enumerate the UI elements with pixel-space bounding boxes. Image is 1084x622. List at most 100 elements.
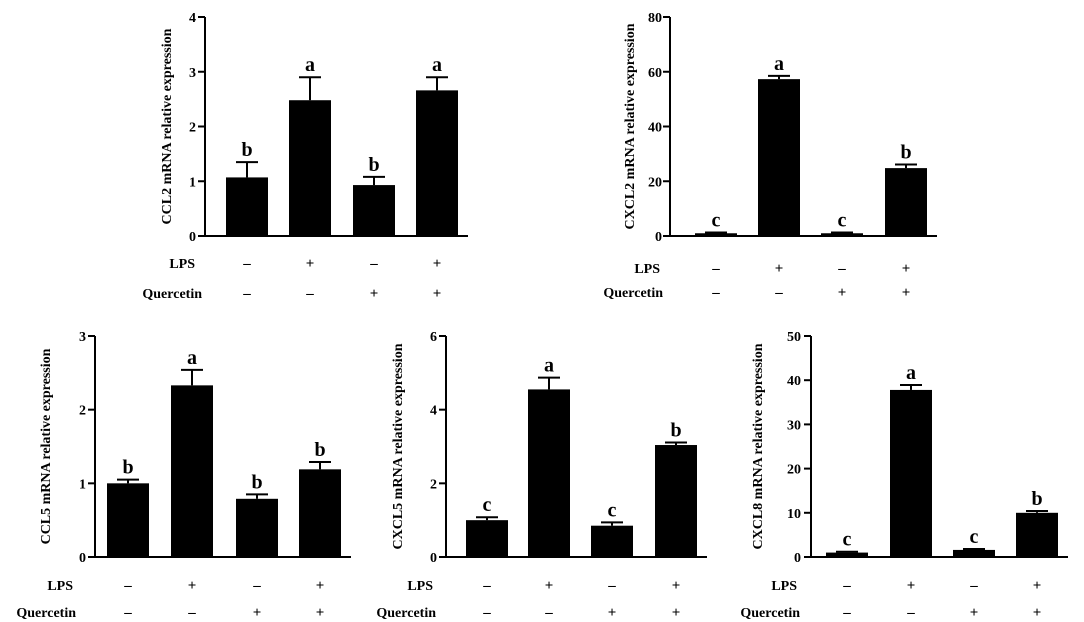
chart-cxcl8: c a c b 0 10 20 30 40 50 CXCL8 mRNA relative expre… [740,330,1068,621]
lps-row-label: LPS [47,579,73,594]
significance-letter: b [241,139,252,161]
quercetin-row-label: Quercetin [603,286,663,301]
chart-ccl2: b a b a 0 1 2 3 4 CCL2 mRNA relative expression LP… [142,11,468,302]
y-tick-label: 0 [79,551,86,566]
quercetin-sign: – [711,285,720,301]
quercetin-row-label: Quercetin [142,287,202,302]
bar-lps [289,100,331,236]
quercetin-sign: + [433,286,442,302]
lps-sign: + [907,578,916,594]
significance-letter: a [774,53,784,75]
quercetin-sign: + [316,605,325,621]
quercetin-sign: – [906,605,915,621]
y-tick-label: 2 [430,477,437,492]
quercetin-sign: + [970,605,979,621]
bar-ctrl [226,177,268,236]
y-axis-label: CXCL5 mRNA relative expression [391,343,406,549]
quercetin-sign: – [842,605,851,621]
lps-sign: + [545,578,554,594]
y-tick-label: 1 [79,477,86,492]
significance-letter: c [712,209,721,231]
lps-sign: – [837,261,846,277]
significance-letter: c [838,209,847,231]
quercetin-sign: – [187,605,196,621]
significance-letter: a [305,54,315,76]
chart-ccl5: b a b b 0 1 2 3 CCL5 mRNA relative expression LPS… [16,330,351,621]
bar-lps-quercetin [885,168,927,236]
bar-lps-quercetin [1016,512,1058,557]
bar-lps-quercetin [416,90,458,237]
quercetin-sign: – [544,605,553,621]
y-tick-label: 40 [787,374,801,389]
chart-cxcl5: c a c b 0 2 4 6 CXCL5 mRNA relative expression LP… [376,330,707,621]
significance-letter: b [368,154,379,176]
y-tick-label: 80 [648,11,662,26]
y-tick-label: 2 [189,121,196,136]
y-tick-label: 10 [787,507,801,522]
bar-quercetin [591,525,633,557]
y-tick-label: 0 [189,230,196,245]
bar-lps [890,389,932,557]
significance-letter: c [970,526,979,548]
lps-sign: + [433,256,442,272]
lps-sign: – [607,578,616,594]
lps-row-label: LPS [169,257,195,272]
y-axis-label: CCL2 mRNA relative expression [160,28,175,224]
quercetin-sign: – [242,286,251,302]
y-axis-label: CCL5 mRNA relative expression [39,348,54,544]
significance-letter: b [900,142,911,164]
quercetin-sign: – [482,605,491,621]
bar-ctrl [826,552,868,557]
y-tick-label: 30 [787,418,801,433]
quercetin-sign: – [774,285,783,301]
significance-letter: c [843,529,852,551]
quercetin-row-label: Quercetin [16,606,76,621]
bar-ctrl [107,483,149,557]
y-tick-label: 2 [79,404,86,419]
lps-sign: + [1033,578,1042,594]
bar-lps [758,79,800,236]
bar-lps [528,389,570,557]
lps-sign: – [842,578,851,594]
lps-row-label: LPS [634,262,660,277]
y-axis-label: CXCL8 mRNA relative expression [751,343,766,549]
y-axis-label: CXCL2 mRNA relative expression [623,23,638,229]
y-tick-label: 3 [79,330,86,345]
bar-quercetin [353,185,395,236]
lps-row-label: LPS [407,579,433,594]
y-tick-label: 0 [430,551,437,566]
quercetin-sign: – [123,605,132,621]
quercetin-sign: + [253,605,262,621]
significance-letter: b [314,439,325,461]
y-tick-label: 0 [794,551,801,566]
y-tick-label: 4 [430,404,437,419]
lps-sign: – [123,578,132,594]
y-tick-label: 1 [189,175,196,190]
quercetin-sign: + [608,605,617,621]
y-tick-label: 6 [430,330,437,345]
lps-sign: – [969,578,978,594]
y-tick-label: 4 [189,11,196,26]
y-tick-label: 60 [648,66,662,81]
bar-lps-quercetin [655,445,697,557]
lps-sign: – [482,578,491,594]
lps-sign: – [711,261,720,277]
bar-lps [171,385,213,557]
quercetin-sign: + [370,286,379,302]
lps-row-label: LPS [771,579,797,594]
lps-sign: + [672,578,681,594]
bar-quercetin [821,233,863,236]
significance-letter: a [906,362,916,384]
quercetin-sign: – [305,286,314,302]
y-tick-label: 20 [787,463,801,478]
significance-letter: a [432,54,442,76]
lps-sign: + [902,261,911,277]
bar-ctrl [695,233,737,236]
bar-ctrl [466,520,508,557]
significance-letter: b [251,471,262,493]
quercetin-sign: + [902,285,911,301]
significance-letter: a [187,347,197,369]
lps-sign: – [252,578,261,594]
bar-quercetin [236,498,278,557]
